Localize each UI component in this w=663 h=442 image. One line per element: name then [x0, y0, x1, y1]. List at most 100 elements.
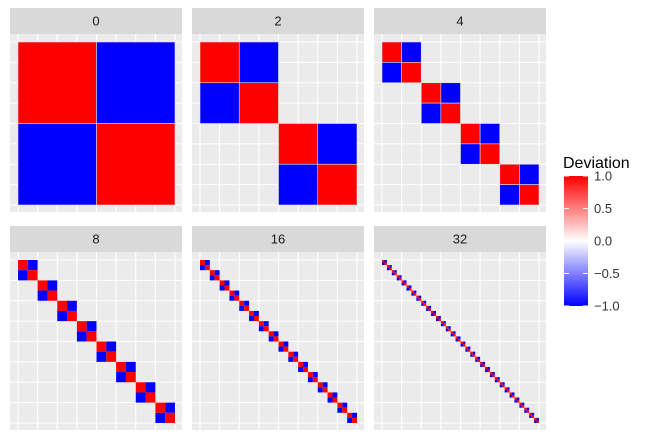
- heatmap-cell: [472, 351, 476, 355]
- heatmap-cell: [399, 275, 402, 278]
- heatmap-cell: [438, 318, 441, 322]
- heatmap-cell: [494, 377, 498, 380]
- heatmap-cell: [239, 305, 245, 311]
- heatmap-cell: [293, 356, 299, 362]
- heatmap-cell: [86, 321, 97, 332]
- facet-panels: 0 2 4 8 16 32: [10, 8, 546, 430]
- heatmap-cell: [499, 163, 520, 185]
- heatmap-cell: [234, 290, 240, 296]
- heatmap-cell: [47, 290, 58, 301]
- legend: Deviation 1.0 0.5 0.0 −0.5 −1.0: [563, 155, 630, 314]
- heatmap-cell: [384, 260, 387, 263]
- heatmap-cell: [472, 354, 476, 357]
- legend-tick-label: −1.0: [594, 299, 620, 314]
- heatmap-cell: [413, 290, 417, 294]
- heatmap-cell: [519, 402, 522, 406]
- heatmap-cell: [204, 260, 210, 266]
- heatmap-cell: [536, 420, 539, 423]
- heatmap-cell: [514, 400, 517, 403]
- heatmap-cell: [283, 341, 289, 347]
- heatmap-cell: [224, 285, 230, 291]
- heatmap-cell: [519, 163, 540, 185]
- heatmap-cell: [418, 298, 422, 301]
- heatmap-cell: [214, 270, 220, 276]
- heatmap-cell: [386, 265, 390, 268]
- heatmap-cell: [485, 366, 488, 370]
- heatmap-cell: [391, 272, 395, 276]
- heatmap-cell: [521, 405, 525, 408]
- facet-strip: [10, 8, 182, 34]
- heatmap-cell: [458, 336, 461, 339]
- heatmap-cell: [322, 382, 328, 388]
- heatmap-cell: [234, 295, 240, 301]
- facet-panel-16: 16: [192, 226, 364, 430]
- heatmap-cell: [155, 412, 166, 423]
- heatmap-cell: [106, 341, 117, 352]
- heatmap-cell: [404, 282, 407, 286]
- heatmap-cell: [389, 267, 392, 271]
- heatmap-cell: [428, 305, 432, 309]
- heatmap-cell: [391, 270, 395, 273]
- heatmap-cell: [288, 356, 294, 362]
- heatmap-cell: [443, 321, 446, 324]
- facet-strip: [192, 226, 364, 252]
- heatmap-cell: [125, 361, 136, 373]
- heatmap-cell: [512, 394, 515, 398]
- heatmap-cell: [278, 163, 319, 206]
- heatmap-cell: [475, 356, 478, 360]
- heatmap-cell: [244, 305, 250, 311]
- heatmap-cell: [382, 262, 385, 266]
- heatmap-cell: [516, 400, 520, 403]
- heatmap-cell: [18, 260, 28, 271]
- heatmap-cell: [229, 295, 235, 301]
- heatmap-cell: [413, 293, 417, 296]
- heatmap-cell: [465, 346, 468, 350]
- facet-strip-label: 4: [456, 14, 463, 29]
- heatmap-cell: [502, 384, 505, 388]
- heatmap-cell: [258, 321, 264, 327]
- heatmap-cell: [382, 260, 385, 263]
- heatmap-cell: [317, 123, 358, 165]
- heatmap-cell: [445, 326, 449, 329]
- heatmap-cell: [504, 387, 508, 390]
- heatmap-cell: [116, 361, 126, 373]
- heatmap-cell: [67, 300, 77, 311]
- heatmap-cell: [199, 82, 240, 124]
- facet-strip-label: 8: [92, 232, 99, 247]
- heatmap-cell: [492, 374, 495, 378]
- heatmap-cell: [460, 123, 481, 145]
- heatmap-cell: [524, 410, 527, 413]
- heatmap-cell: [448, 328, 451, 332]
- heatmap-cell: [214, 275, 220, 281]
- facet-strip: [374, 8, 546, 34]
- legend-ticks: 1.0 0.5 0.0 −0.5 −1.0: [564, 169, 620, 314]
- facet-panel-2: 2: [192, 8, 364, 212]
- heatmap-cell: [389, 265, 392, 268]
- heatmap-cell: [479, 123, 501, 145]
- heatmap-cell: [249, 310, 254, 317]
- heatmap-cell: [453, 333, 456, 337]
- heatmap-cell: [67, 310, 77, 322]
- heatmap-cell: [487, 366, 490, 370]
- heatmap-cell: [322, 387, 328, 393]
- heatmap-cell: [487, 369, 490, 373]
- heatmap-cell: [519, 184, 540, 206]
- heatmap-cell: [524, 407, 527, 411]
- heatmap-cell: [384, 262, 387, 266]
- heatmap-cell: [408, 288, 412, 291]
- heatmap-cell: [477, 356, 481, 360]
- heatmap-cell: [401, 280, 405, 283]
- heatmap-cell: [352, 412, 357, 418]
- heatmap-cell: [494, 379, 498, 383]
- heatmap-cell: [229, 290, 235, 296]
- heatmap-cell: [96, 41, 176, 124]
- heatmap-cell: [263, 321, 269, 327]
- heatmap-cell: [420, 102, 442, 124]
- heatmap-cell: [386, 267, 390, 271]
- heatmap-cell: [303, 361, 308, 367]
- heatmap-cell: [534, 417, 537, 421]
- heatmap-cell: [489, 372, 493, 375]
- heatmap-cell: [480, 364, 483, 367]
- heatmap-cell: [47, 280, 58, 291]
